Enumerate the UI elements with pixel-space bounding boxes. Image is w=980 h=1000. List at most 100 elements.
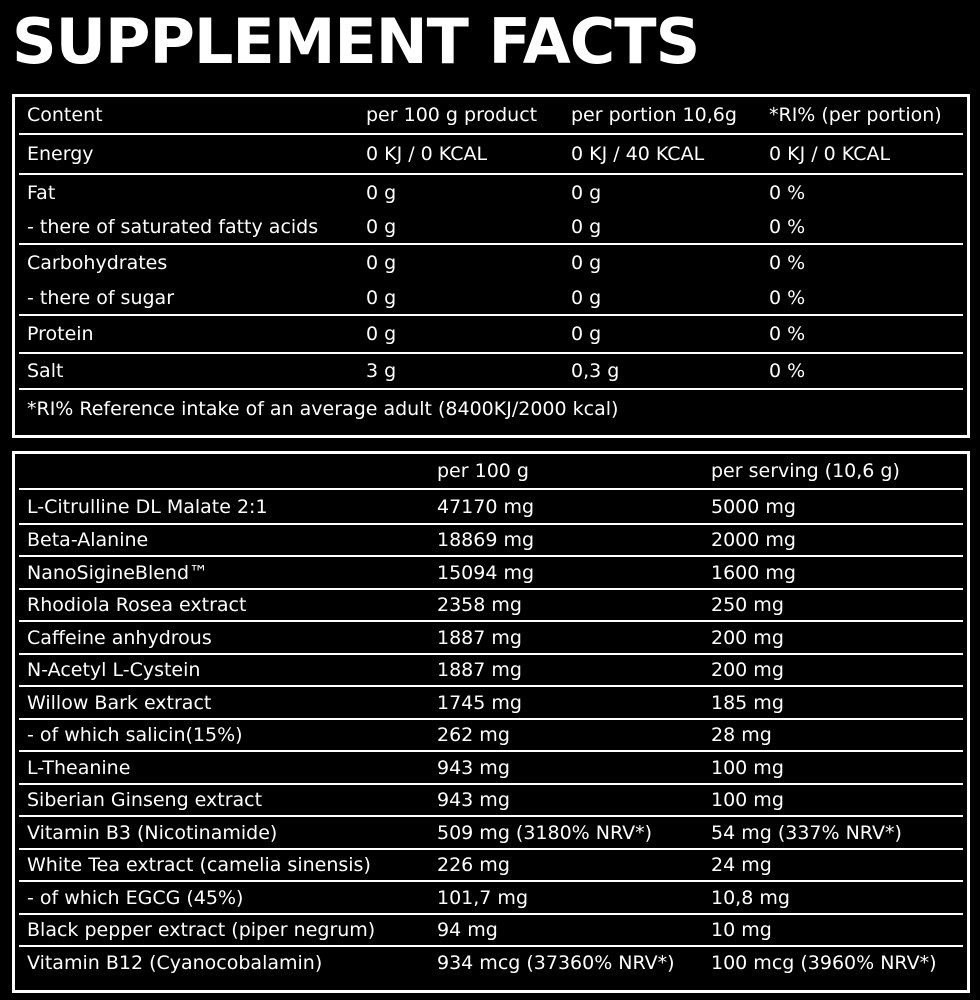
cell-col-3: 1600 mg (711, 561, 796, 584)
footnote: *RI% Reference intake of an average adul… (19, 388, 963, 428)
cell-col-1: Vitamin B3 (Nicotinamide) (27, 821, 278, 844)
table-header-row: Content per 100 g product per portion 10,6… (19, 97, 963, 135)
cell-col-1: Vitamin B12 (Cyanocobalamin) (27, 951, 323, 974)
cell-col-3: 0 g (571, 215, 602, 238)
cell-col-2: per 100 g product (366, 104, 538, 126)
table-row: - of which EGCG (45%) 101,7 mg 10,8 mg (19, 880, 963, 913)
cell-col-1: Salt (27, 360, 64, 382)
cell-col-4: 0 % (769, 181, 806, 204)
cell-col-2: 0 g (366, 215, 397, 238)
table-row: N-Acetyl L-Cystein 1887 mg 200 mg (19, 653, 963, 685)
cell-col-3: 100 mg (711, 756, 784, 779)
cell-col-4: 0 KJ / 0 KCAL (769, 143, 891, 165)
cell-col-4: 0 % (769, 323, 806, 345)
cell-col-1: - of which EGCG (45%) (27, 886, 244, 909)
cell-col-4: 0 % (769, 252, 806, 274)
ingredients-table: per 100 g per serving (10,6 g) L-Citrullin… (12, 451, 970, 993)
table-row: Vitamin B12 (Cyanocobalamin) 934 mcg (373… (19, 945, 963, 978)
cell-col-3: 10 mg (711, 919, 772, 941)
table-row: Caffeine anhydrous 1887 mg 200 mg (19, 620, 963, 653)
cell-col-3: 185 mg (711, 691, 784, 714)
table-row: L-Citrulline DL Malate 2:1 47170 mg 5000 m… (19, 490, 963, 523)
cell-col-2: 0 KJ / 0 KCAL (366, 143, 488, 165)
table-row: Siberian Ginseng extract 943 mg 100 mg (19, 783, 963, 815)
cell-col-3: 28 mg (711, 724, 772, 746)
cell-col-1: Caffeine anhydrous (27, 626, 212, 649)
cell-col-2: 509 mg (3180% NRV*) (437, 821, 653, 844)
cell-col-2: 1745 mg (437, 691, 522, 714)
cell-col-1: Fat (27, 181, 56, 204)
cell-col-3: 2000 mg (711, 529, 796, 551)
table-row: Rhodiola Rosea extract 2358 mg 250 mg (19, 588, 963, 620)
cell-col-1: - of which salicin(15%) (27, 724, 243, 746)
cell-col-2: 2358 mg (437, 594, 522, 616)
cell-col-2: 943 mg (437, 789, 510, 811)
cell-col-2: 1887 mg (437, 626, 522, 649)
table-row: Vitamin B3 (Nicotinamide) 509 mg (3180% N… (19, 815, 963, 848)
cell-col-1: Black pepper extract (piper negrum) (27, 919, 376, 941)
cell-col-1: Siberian Ginseng extract (27, 789, 263, 811)
cell-col-3: 0 g (571, 252, 602, 274)
cell-col-3: 0 KJ / 40 KCAL (571, 143, 705, 165)
cell-col-2: 94 mg (437, 919, 498, 941)
cell-col-1: Carbohydrates (27, 252, 168, 274)
cell-col-2: 934 mcg (37360% NRV*) (437, 951, 675, 974)
cell-col-3: per serving (10,6 g) (711, 460, 900, 482)
cell-col-2: 262 mg (437, 724, 510, 746)
cell-col-3: 250 mg (711, 594, 784, 616)
table-row: - there of saturated fatty acids 0 g 0 g 0 … (19, 210, 963, 243)
table-row: Protein 0 g 0 g 0 % (19, 314, 963, 352)
footnote-text: *RI% Reference intake of an average adul… (27, 398, 619, 420)
cell-col-2: 3 g (366, 360, 397, 382)
cell-col-1: - there of sugar (27, 286, 175, 309)
table-row: Salt 3 g 0,3 g 0 % (19, 352, 963, 388)
cell-col-4: 0 % (769, 215, 806, 238)
table-row: L-Theanine 943 mg 100 mg (19, 750, 963, 783)
cell-col-1: Beta-Alanine (27, 529, 149, 551)
cell-col-2: 15094 mg (437, 561, 535, 584)
cell-col-1: N-Acetyl L-Cystein (27, 659, 201, 681)
cell-col-3: 0 g (571, 181, 602, 204)
cell-col-2: 943 mg (437, 756, 510, 779)
cell-col-4: 0 % (769, 360, 806, 382)
cell-col-3: 5000 mg (711, 495, 796, 518)
table-row: Black pepper extract (piper negrum) 94 mg… (19, 913, 963, 945)
cell-col-3: 24 mg (711, 854, 772, 876)
cell-col-4: 0 % (769, 286, 806, 309)
cell-col-2: 1887 mg (437, 659, 522, 681)
cell-col-3: 200 mg (711, 659, 784, 681)
cell-col-3: 0 g (571, 286, 602, 309)
cell-col-2: per 100 g (437, 460, 529, 482)
table-row: Fat 0 g 0 g 0 % (19, 173, 963, 210)
cell-col-1: NanoSigineBlend™ (27, 561, 209, 584)
cell-col-1: Rhodiola Rosea extract (27, 594, 247, 616)
cell-col-1: Content (27, 104, 103, 126)
nutrition-facts-table: Content per 100 g product per portion 10,6… (12, 94, 970, 438)
cell-col-3: 100 mg (711, 789, 784, 811)
cell-col-2: 47170 mg (437, 495, 535, 518)
cell-col-2: 0 g (366, 286, 397, 309)
cell-col-2: 0 g (366, 181, 397, 204)
cell-col-3: 0,3 g (571, 360, 620, 382)
cell-col-3: 100 mcg (3960% NRV*) (711, 951, 937, 974)
table-row: White Tea extract (camelia sinensis) 226 … (19, 848, 963, 880)
cell-col-2: 18869 mg (437, 529, 535, 551)
page-title: SUPPLEMENT FACTS (12, 5, 700, 78)
cell-col-1: White Tea extract (camelia sinensis) (27, 854, 371, 876)
table-row: - there of sugar 0 g 0 g 0 % (19, 281, 963, 314)
table-row: Willow Bark extract 1745 mg 185 mg (19, 685, 963, 718)
cell-col-1: L-Theanine (27, 756, 131, 779)
cell-col-1: - there of saturated fatty acids (27, 215, 319, 238)
cell-col-2: 226 mg (437, 854, 510, 876)
cell-col-1: Willow Bark extract (27, 691, 212, 714)
cell-col-2: 101,7 mg (437, 886, 529, 909)
cell-col-1: Energy (27, 143, 94, 165)
cell-col-2: 0 g (366, 252, 397, 274)
table-header-row: per 100 g per serving (10,6 g) (19, 454, 963, 490)
cell-col-4: *RI% (per portion) (769, 104, 942, 126)
cell-col-1: L-Citrulline DL Malate 2:1 (27, 495, 268, 518)
cell-col-1: Protein (27, 323, 94, 345)
table-row: NanoSigineBlend™ 15094 mg 1600 mg (19, 555, 963, 588)
table-row: Beta-Alanine 18869 mg 2000 mg (19, 523, 963, 555)
cell-col-2: 0 g (366, 323, 397, 345)
